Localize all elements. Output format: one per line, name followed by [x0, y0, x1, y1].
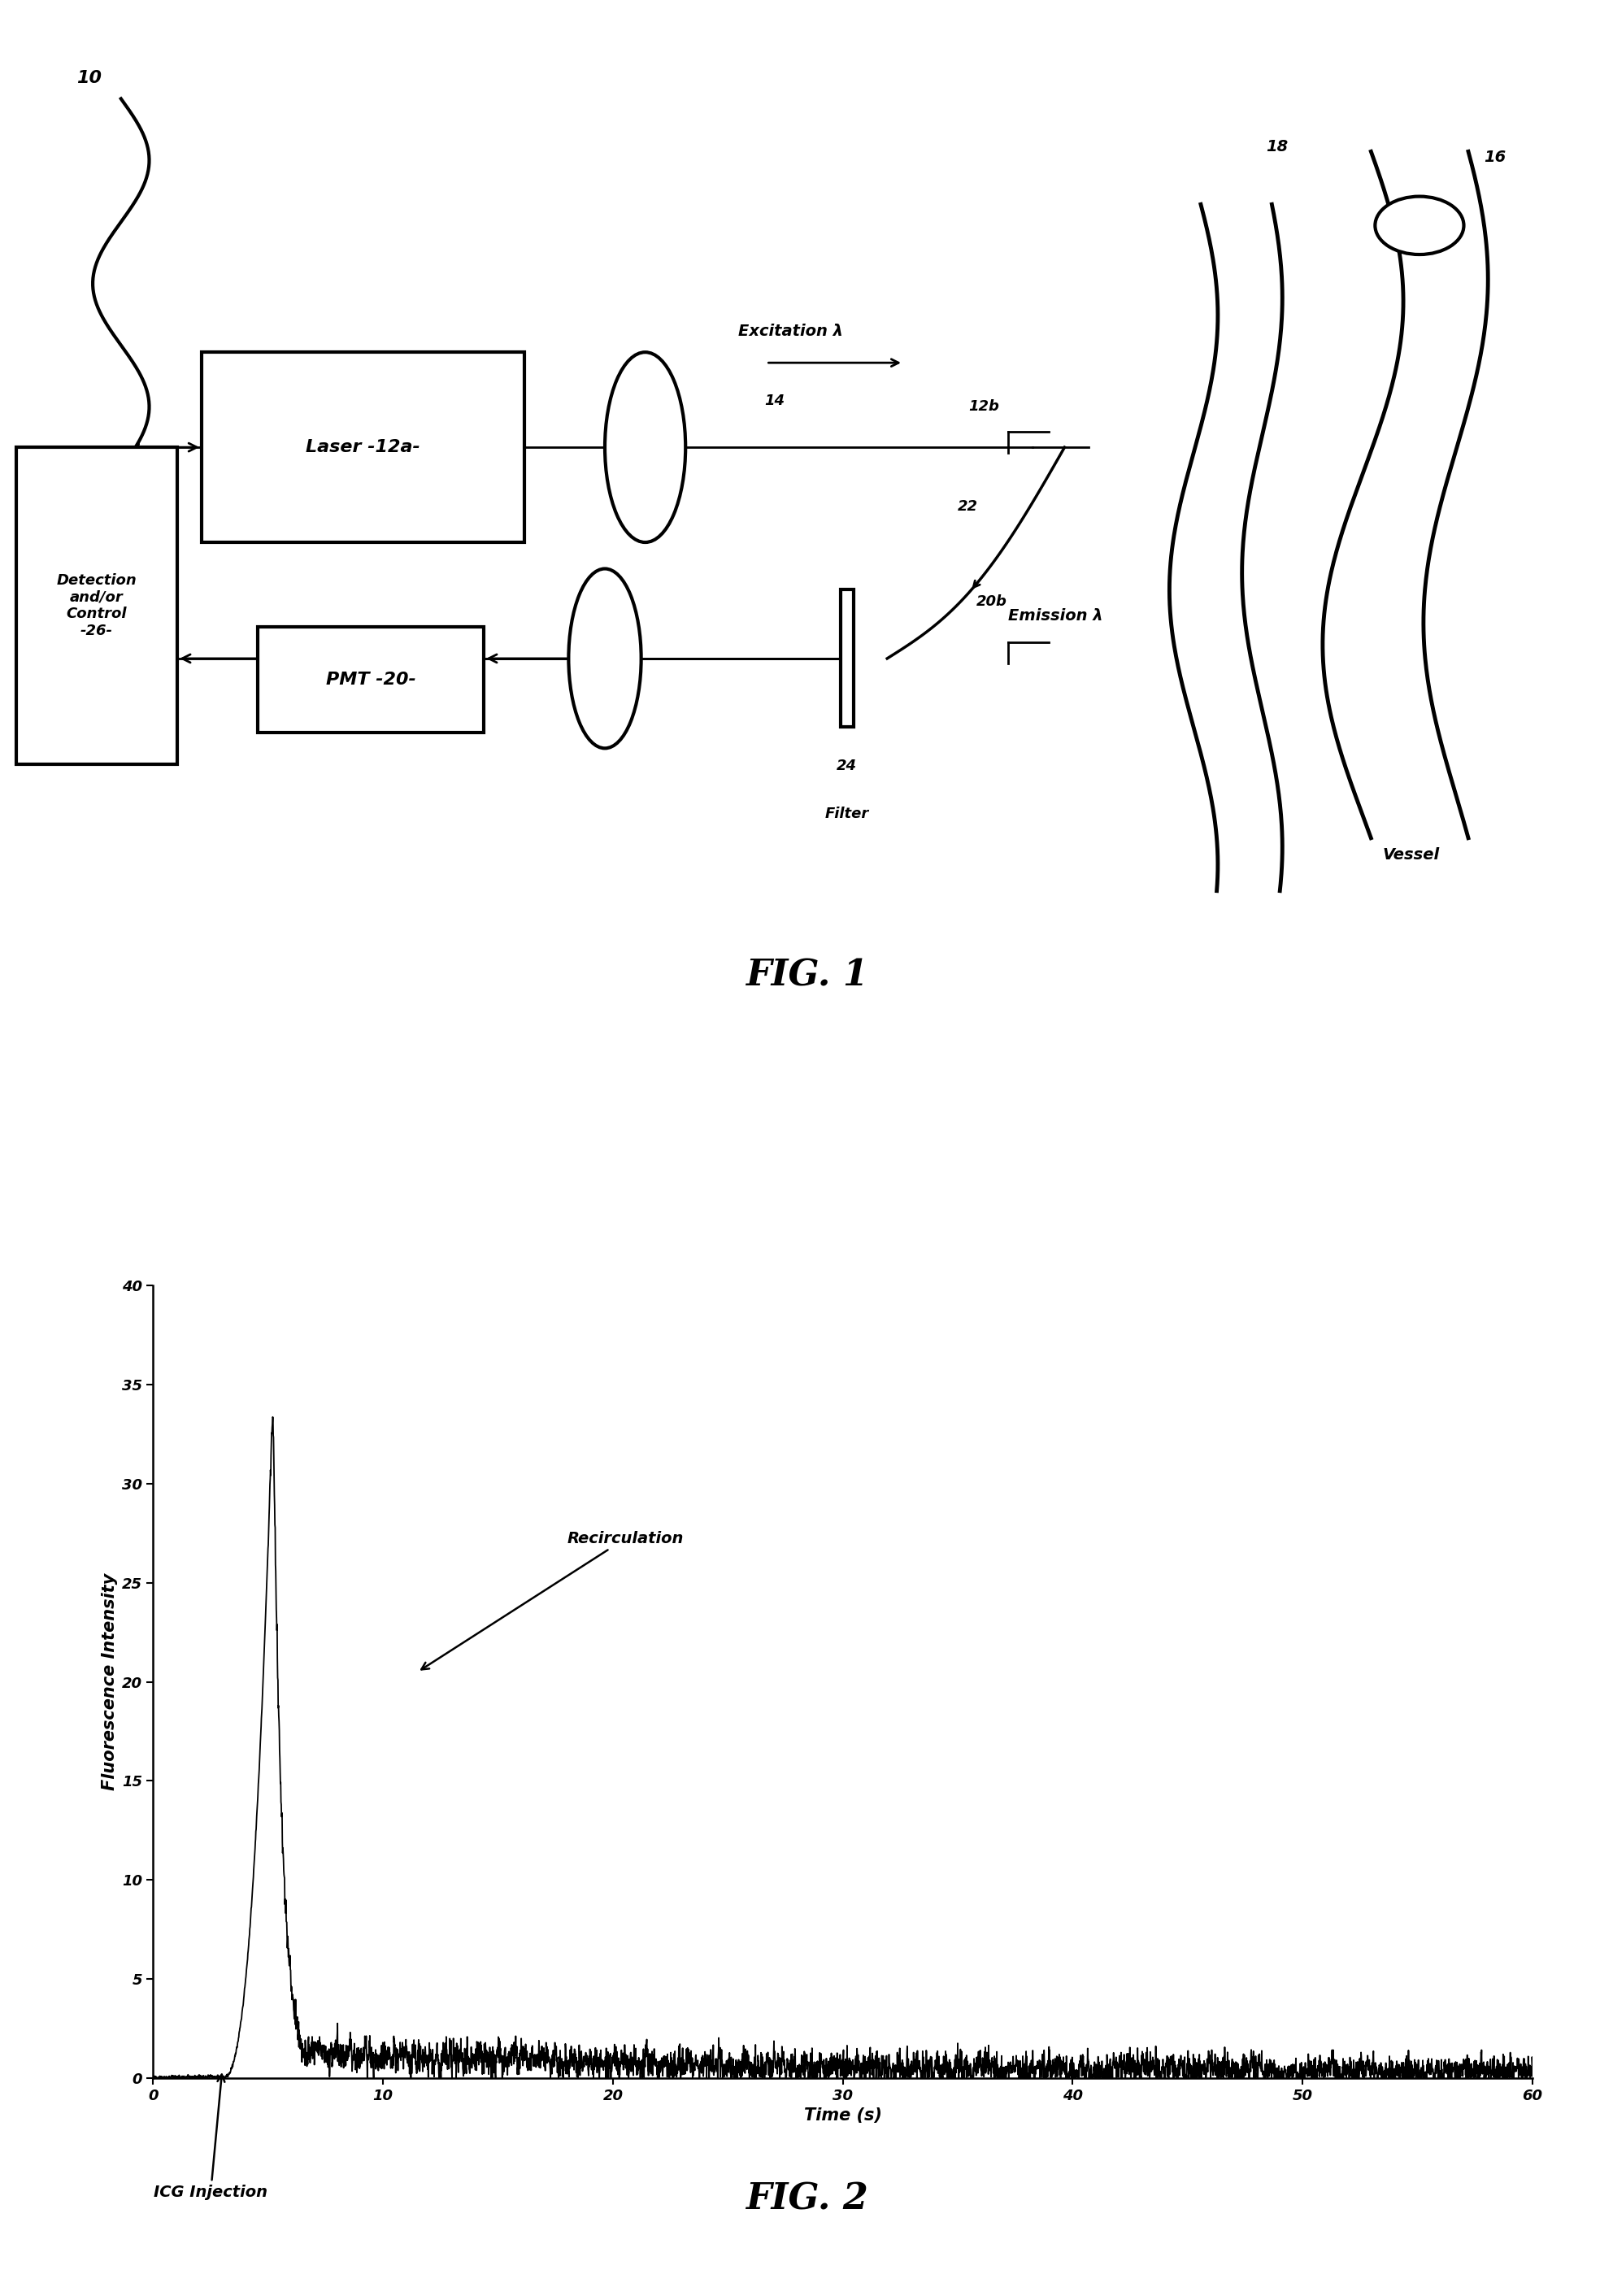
Text: PMT -20-: PMT -20-	[326, 670, 416, 689]
Text: 14: 14	[765, 393, 784, 409]
Text: Excitation λ: Excitation λ	[737, 324, 844, 340]
Text: 18: 18	[1266, 140, 1289, 154]
Text: 16: 16	[1484, 149, 1507, 165]
Bar	[16, 448, 177, 765]
Text: 20b: 20b	[976, 595, 1008, 608]
Text: FIG. 1: FIG. 1	[745, 957, 868, 992]
Text: 12b: 12b	[968, 400, 1000, 413]
Text: Filter: Filter	[824, 806, 869, 822]
Text: Laser -12a-: Laser -12a-	[306, 439, 419, 455]
Ellipse shape	[568, 569, 640, 748]
Bar	[840, 590, 853, 728]
Bar	[202, 351, 524, 542]
Ellipse shape	[605, 351, 686, 542]
Text: FIG. 2: FIG. 2	[745, 2181, 868, 2218]
Text: Vessel: Vessel	[1382, 847, 1440, 863]
Text: Recirculation: Recirculation	[421, 1531, 684, 1669]
Text: Emission λ: Emission λ	[1008, 608, 1103, 625]
Y-axis label: Fluorescence Intensity: Fluorescence Intensity	[102, 1573, 118, 1791]
X-axis label: Time (s): Time (s)	[803, 2108, 882, 2124]
Text: 24: 24	[837, 758, 857, 774]
Text: 22: 22	[958, 498, 977, 514]
Bar	[258, 627, 484, 732]
Text: 10: 10	[76, 69, 102, 87]
Text: ICG Injection: ICG Injection	[153, 2076, 268, 2200]
Ellipse shape	[1376, 197, 1465, 255]
Text: Detection
and/or
Control
-26-: Detection and/or Control -26-	[56, 574, 137, 638]
